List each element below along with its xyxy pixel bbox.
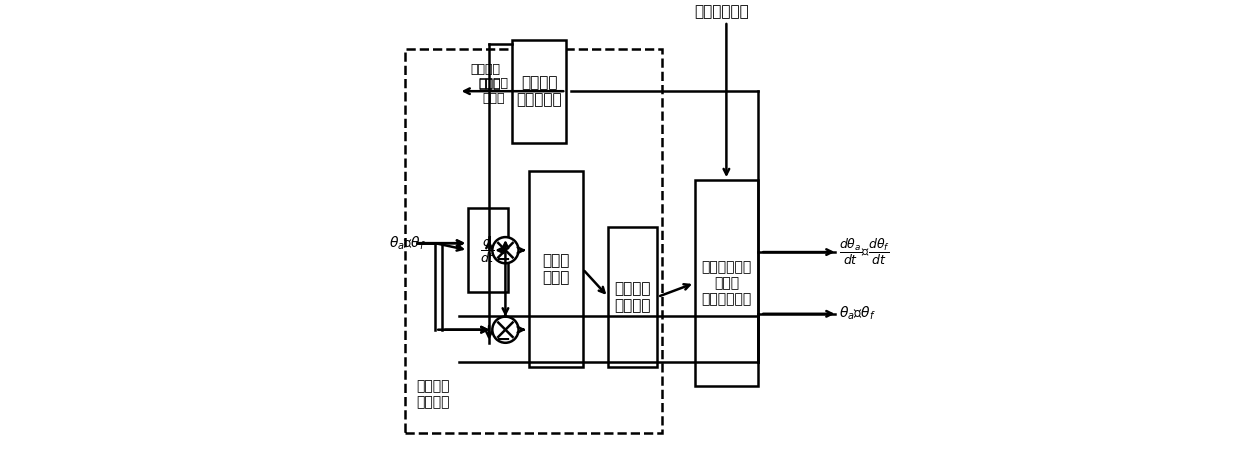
- Bar: [467, 208, 507, 292]
- Circle shape: [492, 237, 518, 263]
- Text: 线性配
置函数: 线性配 置函数: [542, 253, 569, 285]
- Text: 系统扰动
估计值: 系统扰动 估计值: [471, 63, 501, 91]
- Text: 三阶扩张
状态观测器: 三阶扩张 状态观测器: [517, 75, 562, 107]
- Text: 系统扰动
估计值: 系统扰动 估计值: [479, 77, 508, 105]
- Text: $\theta_a$或$\theta_f$: $\theta_a$或$\theta_f$: [839, 305, 875, 322]
- Bar: [528, 171, 583, 367]
- Text: 线性自抗
扰控制器: 线性自抗 扰控制器: [417, 379, 450, 409]
- Bar: [694, 180, 758, 386]
- Bar: [405, 49, 662, 432]
- Text: −: −: [496, 251, 511, 269]
- Text: $\dfrac{d\theta_a}{dt}$或$\dfrac{d\theta_f}{dt}$: $\dfrac{d\theta_a}{dt}$或$\dfrac{d\theta_…: [839, 237, 890, 267]
- Text: 多源外部扰动: 多源外部扰动: [694, 4, 749, 19]
- Text: $\theta_a$或$\theta_f$: $\theta_a$或$\theta_f$: [388, 235, 425, 252]
- Text: 机载光电平台
方位向
或俯仰向模型: 机载光电平台 方位向 或俯仰向模型: [702, 260, 751, 306]
- Circle shape: [492, 317, 518, 343]
- Bar: [609, 227, 657, 367]
- Text: 模型误差
补偿模块: 模型误差 补偿模块: [615, 281, 651, 313]
- Text: −: −: [496, 330, 511, 348]
- Bar: [512, 40, 567, 142]
- Text: $\frac{d}{dt}$: $\frac{d}{dt}$: [480, 235, 496, 265]
